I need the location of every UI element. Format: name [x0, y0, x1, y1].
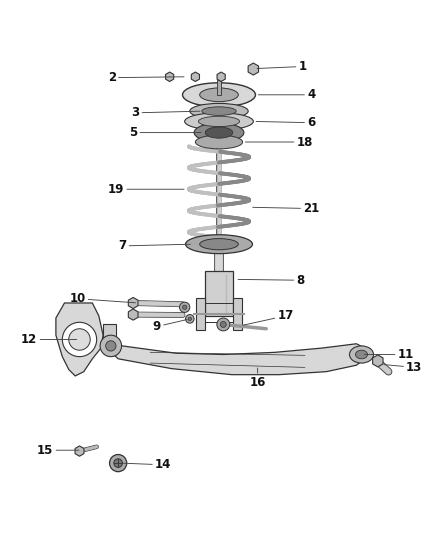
Text: 3: 3: [131, 106, 200, 119]
Circle shape: [186, 314, 194, 323]
Text: 4: 4: [258, 88, 315, 101]
Circle shape: [106, 341, 116, 351]
Polygon shape: [128, 297, 138, 309]
Circle shape: [183, 305, 187, 310]
Polygon shape: [107, 343, 365, 375]
Bar: [196, 297, 205, 330]
Text: 8: 8: [238, 274, 305, 287]
Polygon shape: [217, 72, 225, 82]
Text: 9: 9: [152, 319, 187, 333]
Text: 13: 13: [384, 361, 422, 374]
Circle shape: [220, 321, 226, 327]
Text: 16: 16: [250, 368, 266, 389]
Text: 5: 5: [129, 126, 201, 139]
Ellipse shape: [356, 350, 367, 359]
Circle shape: [62, 322, 97, 357]
Text: 11: 11: [364, 348, 414, 361]
Polygon shape: [191, 72, 199, 82]
Circle shape: [69, 329, 90, 350]
Ellipse shape: [200, 88, 238, 102]
Ellipse shape: [195, 135, 243, 149]
Circle shape: [180, 302, 190, 312]
Text: 21: 21: [253, 202, 319, 215]
Ellipse shape: [205, 127, 233, 138]
Bar: [233, 297, 242, 330]
Ellipse shape: [185, 113, 253, 130]
Ellipse shape: [183, 83, 255, 107]
Polygon shape: [166, 72, 174, 82]
Text: 6: 6: [256, 116, 315, 129]
Bar: [103, 325, 116, 350]
Ellipse shape: [186, 235, 252, 254]
Ellipse shape: [190, 103, 248, 119]
Circle shape: [188, 317, 191, 320]
Circle shape: [114, 459, 123, 467]
Polygon shape: [75, 446, 84, 456]
Ellipse shape: [200, 239, 238, 250]
Text: 1: 1: [257, 60, 307, 73]
Ellipse shape: [350, 346, 374, 363]
Ellipse shape: [198, 116, 240, 126]
Circle shape: [217, 318, 230, 331]
Circle shape: [110, 455, 127, 472]
Text: 2: 2: [108, 71, 184, 84]
Text: 7: 7: [118, 239, 191, 253]
Bar: [217, 79, 221, 94]
Bar: [205, 271, 233, 316]
Ellipse shape: [194, 123, 244, 142]
Polygon shape: [248, 63, 258, 75]
Text: 19: 19: [108, 183, 184, 196]
Text: 12: 12: [21, 333, 77, 346]
Text: 10: 10: [69, 292, 135, 305]
Polygon shape: [128, 309, 138, 320]
Text: 15: 15: [37, 443, 79, 457]
Ellipse shape: [202, 107, 236, 116]
Polygon shape: [56, 303, 103, 376]
Text: 17: 17: [243, 309, 293, 325]
Polygon shape: [373, 355, 383, 367]
Text: 18: 18: [245, 135, 313, 149]
Circle shape: [100, 335, 122, 357]
Text: 14: 14: [123, 458, 171, 471]
